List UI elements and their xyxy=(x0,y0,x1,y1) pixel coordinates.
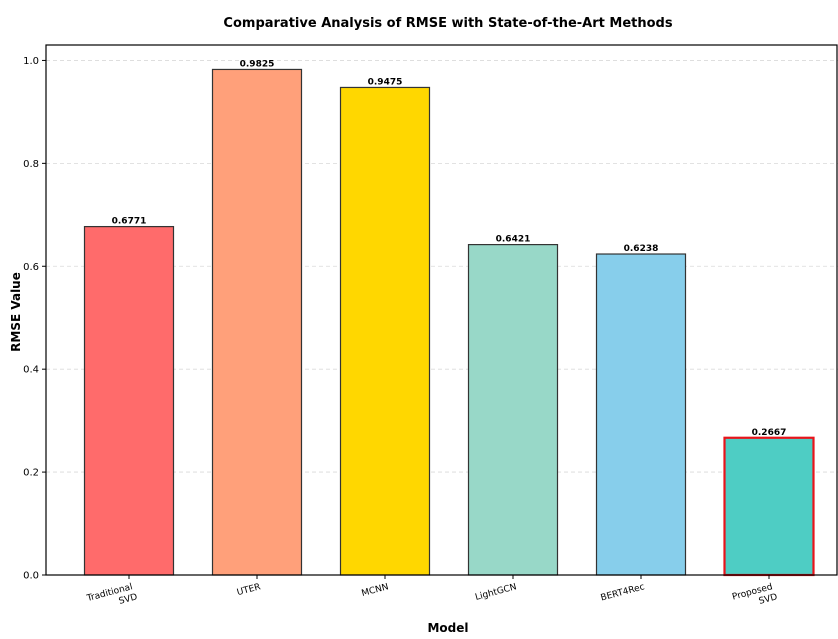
y-tick-label: 0.8 xyxy=(23,159,39,170)
data-label: 0.6771 xyxy=(112,217,147,227)
data-label: 0.6421 xyxy=(496,235,531,245)
bar xyxy=(595,253,687,576)
y-tick-label: 0.4 xyxy=(23,365,39,376)
y-axis-ticks: 0.0 0.2 0.4 0.6 0.8 1.0 xyxy=(23,56,46,582)
bar xyxy=(83,225,175,576)
chart-title: Comparative Analysis of RMSE with State-… xyxy=(223,16,672,31)
x-tick-label: LightGCN xyxy=(474,582,518,603)
bar-layer xyxy=(83,68,815,577)
y-axis-label: RMSE Value xyxy=(9,272,23,352)
x-tick-label-line: BERT4Rec xyxy=(600,582,646,603)
bar xyxy=(723,436,815,577)
data-label: 0.9825 xyxy=(240,59,275,69)
data-label: 0.6238 xyxy=(624,244,659,254)
x-tick-label-line: LightGCN xyxy=(474,582,518,603)
grid-layer xyxy=(46,60,838,473)
bar xyxy=(211,68,303,576)
plot-frame xyxy=(45,44,838,576)
y-tick-label: 0.2 xyxy=(23,468,39,479)
data-label-layer: 0.6771 0.9825 0.9475 0.6421 0.6238 0.2667 xyxy=(112,59,787,437)
x-tick-label: UTER xyxy=(236,582,262,598)
x-tick-label-line: MCNN xyxy=(361,582,390,599)
y-tick-label: 0.6 xyxy=(23,262,39,273)
bar xyxy=(339,86,431,576)
x-tick-label-line: UTER xyxy=(236,582,262,598)
data-label: 0.9475 xyxy=(368,77,403,87)
x-tick-label-line: SVD xyxy=(118,592,139,607)
x-tick-label: MCNN xyxy=(361,582,390,599)
data-label: 0.2667 xyxy=(752,428,787,438)
y-tick-label: 0.0 xyxy=(23,571,39,582)
y-tick-label: 1.0 xyxy=(23,56,39,67)
bar xyxy=(467,243,559,576)
x-tick-label: BERT4Rec xyxy=(600,582,646,603)
x-tick-label-line: SVD xyxy=(758,592,779,607)
x-axis-label: Model xyxy=(427,621,468,635)
